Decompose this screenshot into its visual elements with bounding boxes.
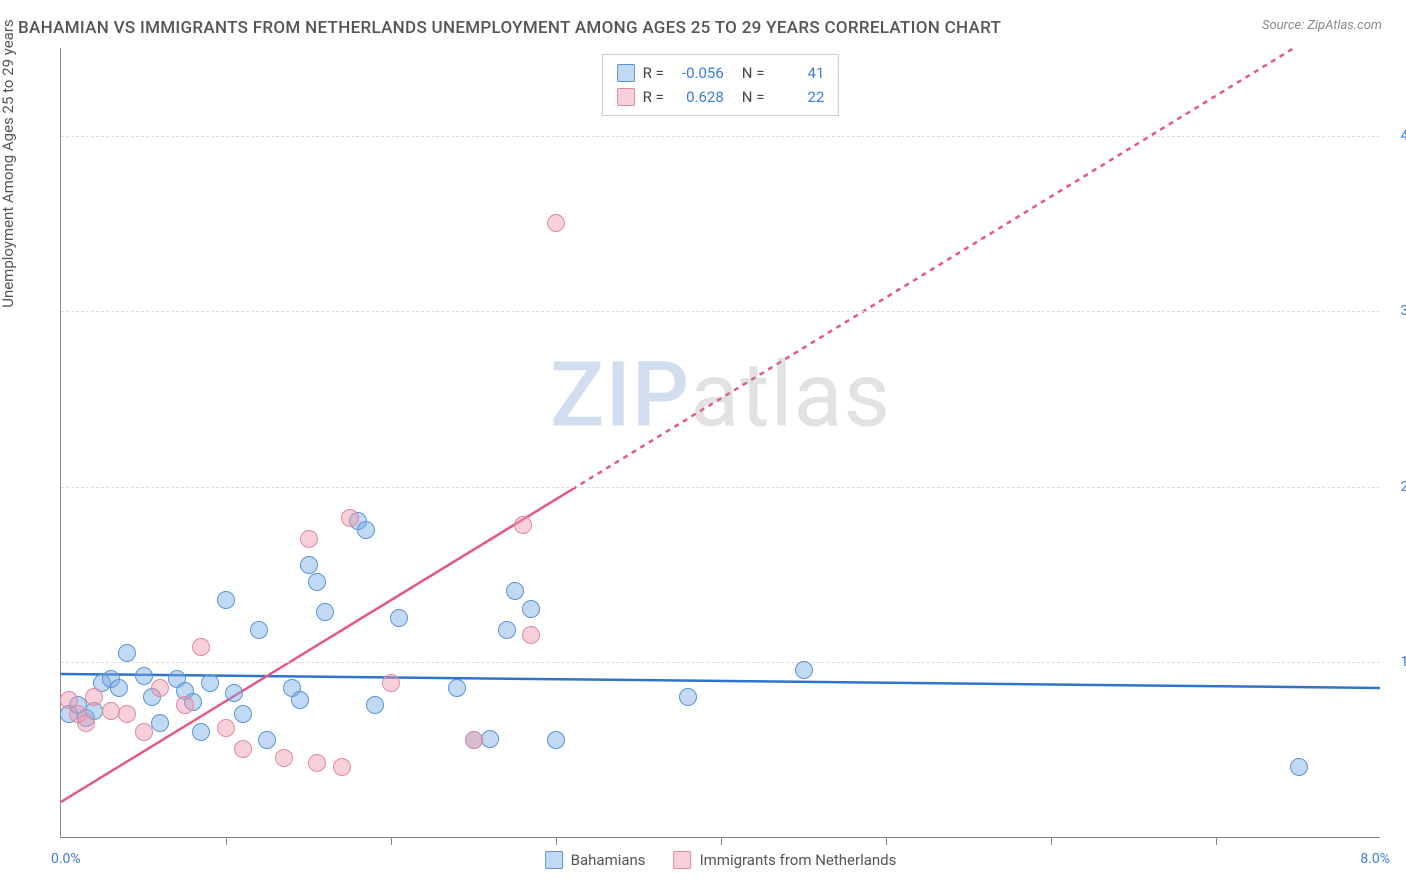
data-point xyxy=(308,754,326,772)
series-legend: Bahamians Immigrants from Netherlands xyxy=(545,851,897,869)
x-tick xyxy=(886,837,887,845)
data-point xyxy=(366,696,384,714)
data-point xyxy=(390,609,408,627)
data-point xyxy=(201,674,219,692)
legend-n-value: 22 xyxy=(772,85,824,109)
data-point xyxy=(234,705,252,723)
data-point xyxy=(110,679,128,697)
legend-n-value: 41 xyxy=(772,61,824,85)
data-point xyxy=(258,731,276,749)
chart-container: Unemployment Among Ages 25 to 29 years Z… xyxy=(18,48,1388,838)
legend-series-item: Immigrants from Netherlands xyxy=(674,851,897,869)
data-point xyxy=(506,582,524,600)
gridline xyxy=(61,662,1380,663)
data-point xyxy=(135,723,153,741)
data-point xyxy=(77,714,95,732)
data-point xyxy=(498,621,516,639)
correlation-legend: R = -0.056 N = 41 R = 0.628 N = 22 xyxy=(602,54,840,116)
x-axis-min-label: 0.0% xyxy=(51,851,81,867)
legend-stat-row: R = -0.056 N = 41 xyxy=(617,61,825,85)
legend-r-label: R = xyxy=(643,61,664,85)
data-point xyxy=(192,723,210,741)
watermark-zip: ZIP xyxy=(550,343,690,448)
chart-title: BAHAMIAN VS IMMIGRANTS FROM NETHERLANDS … xyxy=(18,18,1001,38)
data-point xyxy=(250,621,268,639)
data-point xyxy=(1290,758,1308,776)
x-tick xyxy=(721,837,722,845)
legend-series-item: Bahamians xyxy=(545,851,646,869)
data-point xyxy=(135,667,153,685)
data-point xyxy=(316,603,334,621)
x-tick xyxy=(226,837,227,845)
data-point xyxy=(382,674,400,692)
legend-series-name: Bahamians xyxy=(571,851,646,869)
data-point xyxy=(357,521,375,539)
x-tick xyxy=(391,837,392,845)
data-point xyxy=(118,705,136,723)
gridline xyxy=(61,311,1380,312)
legend-r-value: 0.628 xyxy=(672,85,724,109)
source-attribution: Source: ZipAtlas.com xyxy=(1262,18,1382,33)
legend-n-label: N = xyxy=(742,61,765,85)
plot-area: ZIPatlas R =-0.056N =41R =0.628N =22 0.0… xyxy=(60,48,1380,838)
y-tick-label: 30.0% xyxy=(1400,303,1406,319)
x-tick xyxy=(1216,837,1217,845)
data-point xyxy=(514,516,532,534)
data-point xyxy=(300,556,318,574)
data-point xyxy=(275,749,293,767)
y-tick-label: 40.0% xyxy=(1400,128,1406,144)
legend-series-name: Immigrants from Netherlands xyxy=(700,851,897,869)
legend-stat-row: R = 0.628 N = 22 xyxy=(617,85,825,109)
x-tick xyxy=(556,837,557,845)
data-point xyxy=(795,661,813,679)
data-point xyxy=(192,638,210,656)
data-point xyxy=(300,530,318,548)
data-point xyxy=(176,696,194,714)
data-point xyxy=(679,688,697,706)
data-point xyxy=(225,684,243,702)
data-point xyxy=(308,573,326,591)
data-point xyxy=(448,679,466,697)
y-tick-label: 20.0% xyxy=(1400,479,1406,495)
legend-r-value: -0.056 xyxy=(672,61,724,85)
data-point xyxy=(522,600,540,618)
y-tick-label: 10.0% xyxy=(1400,654,1406,670)
legend-r-label: R = xyxy=(643,85,664,109)
legend-swatch xyxy=(617,88,635,106)
y-axis-label: Unemployment Among Ages 25 to 29 years xyxy=(0,19,17,307)
watermark-atlas: atlas xyxy=(690,343,891,448)
trend-lines xyxy=(61,48,1380,837)
data-point xyxy=(118,644,136,662)
data-point xyxy=(547,214,565,232)
gridline xyxy=(61,487,1380,488)
data-point xyxy=(151,679,169,697)
data-point xyxy=(481,730,499,748)
data-point xyxy=(333,758,351,776)
x-axis-max-label: 8.0% xyxy=(1360,851,1390,867)
data-point xyxy=(547,731,565,749)
data-point xyxy=(234,740,252,758)
legend-swatch xyxy=(545,851,563,869)
data-point xyxy=(341,509,359,527)
data-point xyxy=(102,702,120,720)
data-point xyxy=(217,719,235,737)
data-point xyxy=(217,591,235,609)
gridline xyxy=(61,136,1380,137)
data-point xyxy=(291,691,309,709)
data-point xyxy=(522,626,540,644)
legend-swatch xyxy=(617,64,635,82)
data-point xyxy=(465,731,483,749)
legend-n-label: N = xyxy=(742,85,765,109)
x-tick xyxy=(1051,837,1052,845)
data-point xyxy=(85,688,103,706)
legend-swatch xyxy=(674,851,692,869)
watermark: ZIPatlas xyxy=(550,343,891,448)
data-point xyxy=(151,714,169,732)
